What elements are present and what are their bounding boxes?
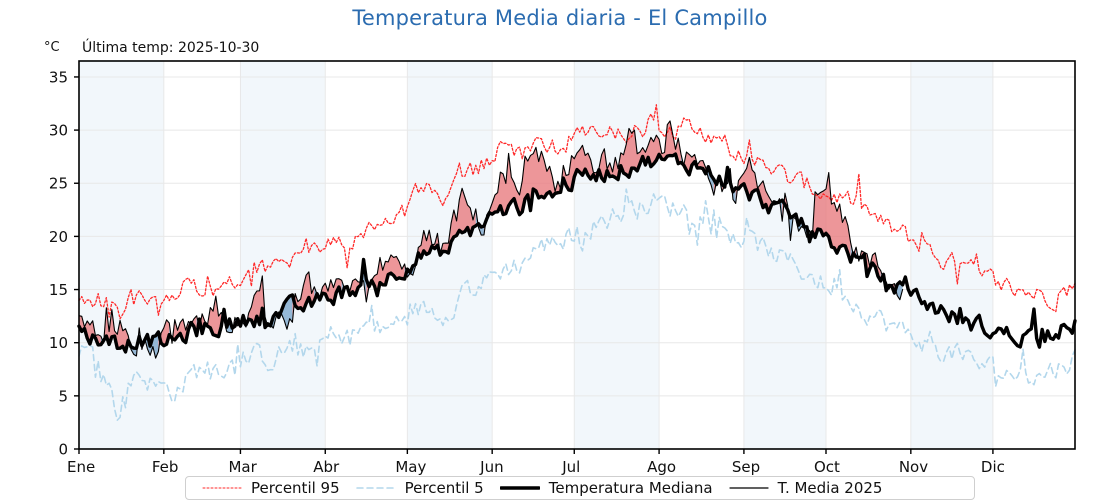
- svg-text:25: 25: [49, 175, 68, 193]
- anomaly-fill-areas: [79, 120, 903, 359]
- svg-text:Ago: Ago: [647, 458, 676, 476]
- x-axis-ticks: Ene Feb Mar Abr May Jun Jul Ago Sep Oct Nov Dic: [67, 449, 1005, 476]
- legend-item-1[interactable]: Percentil 95: [186, 477, 340, 499]
- svg-text:Dic: Dic: [981, 458, 1005, 476]
- svg-text:15: 15: [49, 281, 68, 299]
- chart-legend: Percentil 95 Percentil 5 Temperatura Media…: [185, 476, 975, 500]
- month-background-bands: [79, 61, 1075, 449]
- svg-text:5: 5: [58, 387, 68, 405]
- page-title: Temperatura Media diaria - El Campillo: [352, 6, 768, 30]
- legend-item-2[interactable]: Percentil 5: [340, 477, 484, 499]
- series-lines: [77, 104, 1077, 421]
- svg-text:Ene: Ene: [67, 458, 95, 476]
- svg-text:10: 10: [49, 334, 68, 352]
- svg-text:Jul: Jul: [561, 458, 580, 476]
- legend-item-3[interactable]: Temperatura Mediana: [484, 477, 713, 499]
- legend-swatch-icon: [355, 487, 396, 489]
- svg-text:Nov: Nov: [899, 458, 928, 476]
- svg-text:Feb: Feb: [152, 458, 179, 476]
- gridlines: [79, 61, 1075, 449]
- legend-swatch-icon: [499, 486, 540, 490]
- svg-text:20: 20: [49, 228, 68, 246]
- svg-text:Abr: Abr: [313, 458, 340, 476]
- svg-text:Jun: Jun: [479, 458, 503, 476]
- y-axis-unit-label: °C: [44, 40, 60, 55]
- svg-text:May: May: [395, 458, 426, 476]
- axis-frame: [78, 60, 1076, 450]
- svg-text:0: 0: [58, 441, 68, 459]
- legend-label: T. Media 2025: [777, 479, 883, 497]
- legend-item-4[interactable]: T. Media 2025: [713, 477, 883, 499]
- svg-text:Mar: Mar: [228, 458, 257, 476]
- y-axis-ticks: 0 5 10 15 20 25 30 35: [49, 68, 79, 459]
- svg-text:35: 35: [49, 68, 68, 86]
- svg-text:Sep: Sep: [732, 458, 760, 476]
- legend-swatch-icon: [202, 487, 242, 489]
- svg-text:Oct: Oct: [814, 458, 840, 476]
- legend-swatch-icon: [728, 487, 769, 489]
- svg-text:30: 30: [49, 122, 68, 140]
- legend-label: Temperatura Mediana: [548, 479, 713, 497]
- legend-label: Percentil 5: [404, 479, 484, 497]
- legend-label: Percentil 95: [251, 479, 340, 497]
- last-temp-label: Última temp: 2025-10-30: [82, 40, 260, 56]
